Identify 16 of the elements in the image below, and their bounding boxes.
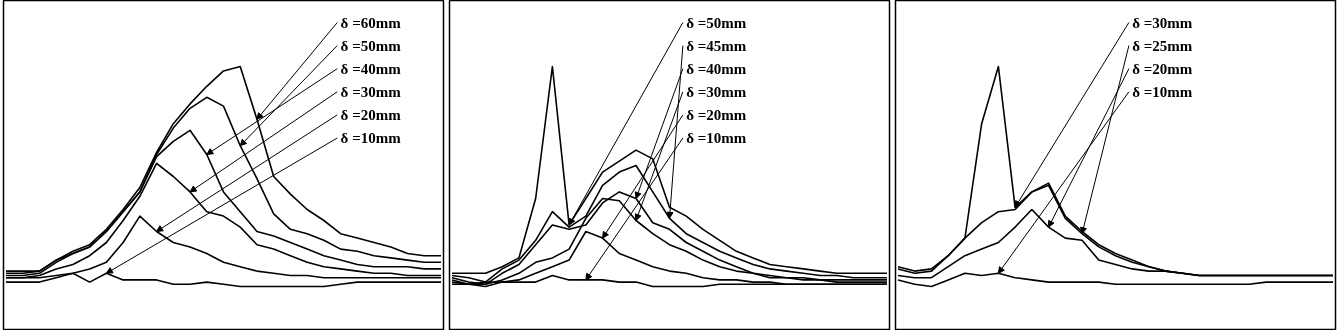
text: δ =20mm <box>686 106 747 123</box>
text: δ =30mm <box>1132 14 1193 31</box>
text: δ =10mm <box>340 130 402 146</box>
text: δ =30mm <box>340 83 402 100</box>
text: δ =50mm <box>686 14 747 31</box>
text: δ =50mm <box>340 37 402 54</box>
text: δ =40mm <box>686 60 747 77</box>
text: δ =20mm <box>340 106 402 123</box>
text: δ =25mm <box>1132 37 1193 54</box>
text: δ =60mm <box>340 14 402 31</box>
text: δ =30mm <box>686 83 747 100</box>
text: δ =40mm <box>340 60 402 77</box>
text: δ =20mm <box>1132 60 1193 77</box>
text: δ =45mm <box>686 37 747 54</box>
text: δ =10mm <box>686 130 747 146</box>
text: δ =10mm <box>1132 83 1193 100</box>
